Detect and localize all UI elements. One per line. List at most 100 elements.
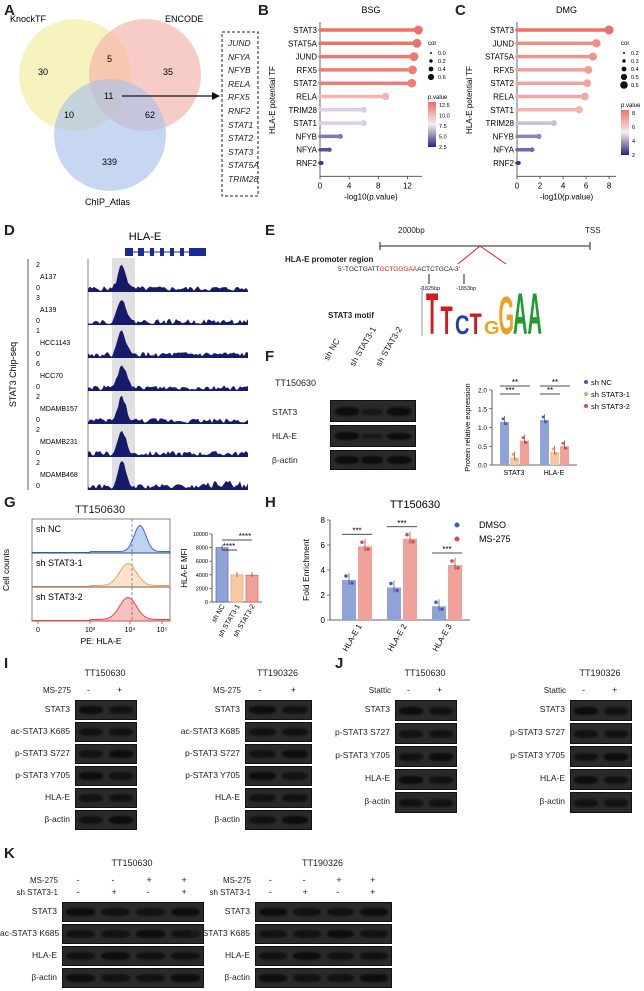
exon bbox=[125, 248, 133, 256]
lollipop-point bbox=[581, 92, 589, 101]
track-signal bbox=[88, 330, 248, 358]
blot-strip bbox=[255, 968, 392, 988]
venn-count-all: 11 bbox=[104, 91, 113, 101]
track-name: MDAMB231 bbox=[40, 439, 78, 446]
tick-label: 6 bbox=[321, 541, 326, 550]
histogram bbox=[31, 596, 171, 622]
tick-label: NFYB bbox=[296, 132, 317, 141]
blot-row-label: HLA-E bbox=[224, 950, 250, 960]
tick-label: STAT1 bbox=[293, 119, 317, 128]
binding-site: GCTGGGAA bbox=[379, 266, 418, 273]
tick-label: RNF2 bbox=[493, 159, 514, 168]
blot-row-label: β-actin bbox=[214, 814, 240, 824]
lane-sign: + bbox=[181, 875, 187, 885]
blot-treatment-label: MS-275 bbox=[212, 686, 241, 695]
bar bbox=[560, 446, 569, 465]
bar bbox=[403, 538, 417, 620]
legend-marker bbox=[622, 59, 626, 63]
legend-marker bbox=[620, 73, 628, 81]
lollipop-point bbox=[529, 147, 535, 153]
motif-letter: T bbox=[470, 308, 483, 341]
blot-row-label: β-actin bbox=[31, 972, 57, 982]
blot-row-label: STAT3 bbox=[224, 906, 250, 916]
bar bbox=[550, 451, 559, 465]
legend-label: DMSO bbox=[479, 520, 506, 530]
tick-label: HLA-E 2 bbox=[386, 622, 409, 652]
panel-label-i: I bbox=[4, 655, 9, 672]
band bbox=[109, 772, 133, 780]
motif-letter: G bbox=[499, 286, 515, 346]
band bbox=[429, 798, 453, 807]
data-point bbox=[434, 600, 438, 605]
lollipop-point bbox=[360, 119, 367, 127]
band bbox=[326, 974, 355, 982]
track-max: 2 bbox=[36, 427, 40, 434]
data-point bbox=[450, 559, 454, 563]
tick-label: 2 bbox=[321, 591, 326, 600]
f-cell-line: TT150630 bbox=[275, 378, 317, 388]
band bbox=[360, 974, 388, 982]
blot-strip bbox=[75, 766, 137, 786]
legend-marker bbox=[430, 52, 432, 54]
bar bbox=[230, 574, 244, 603]
data-point bbox=[440, 607, 444, 612]
legend-label: sh STAT3-2 bbox=[591, 402, 630, 411]
blot-row-label: p-STAT3 S727 bbox=[185, 748, 240, 758]
band bbox=[109, 794, 133, 802]
tf-item: TRIM28 bbox=[228, 173, 259, 184]
lane-sign: - bbox=[336, 887, 340, 897]
band bbox=[574, 706, 598, 715]
tick-label: 12 bbox=[403, 181, 412, 190]
panel-label-h: H bbox=[265, 494, 276, 511]
data-point bbox=[389, 581, 393, 586]
blot-row-label: p-STAT3 Y705 bbox=[15, 770, 70, 780]
band bbox=[259, 974, 287, 982]
tick-label: 2000 bbox=[196, 586, 208, 592]
legend-marker bbox=[620, 81, 628, 89]
tick-label: 6000 bbox=[196, 559, 208, 565]
lollipop-point bbox=[412, 38, 422, 48]
data-point bbox=[521, 436, 525, 440]
tick-label: NFYA bbox=[493, 146, 514, 155]
blot-row-label: β-actin bbox=[224, 972, 250, 982]
blot-strip bbox=[570, 746, 632, 767]
blot-treatment-label: MS-275 bbox=[29, 876, 58, 885]
blot-strip bbox=[570, 700, 632, 721]
tick-label: STAT1 bbox=[490, 106, 514, 115]
tss-label: TSS bbox=[585, 226, 601, 235]
band bbox=[136, 952, 165, 960]
g-cell-line: TT150630 bbox=[75, 504, 126, 516]
lollipop-point bbox=[575, 106, 583, 114]
tick-label: 10⁴ bbox=[125, 627, 136, 634]
band bbox=[109, 728, 133, 736]
legend-marker bbox=[427, 73, 435, 81]
band bbox=[292, 930, 321, 938]
lollipop-point bbox=[516, 160, 521, 166]
motif-letter: A bbox=[513, 284, 527, 346]
band bbox=[66, 908, 95, 916]
band bbox=[574, 729, 598, 738]
tick-label: 0 bbox=[36, 627, 40, 634]
blot-row-label: ac-STAT3 K685 bbox=[180, 726, 240, 736]
band bbox=[292, 952, 321, 960]
band bbox=[249, 772, 276, 780]
blot-strip bbox=[62, 968, 204, 988]
venn-label-knocktf: KnockTF bbox=[10, 14, 47, 24]
tick-label: STAT2 bbox=[490, 79, 514, 88]
blot-strip bbox=[75, 810, 137, 830]
tick-label: STAT3 bbox=[293, 26, 317, 35]
lane-sign: + bbox=[111, 887, 117, 897]
band bbox=[101, 952, 130, 960]
blot-strip bbox=[245, 788, 312, 808]
legend-label: 0.0 bbox=[438, 51, 446, 57]
tick-label: 4 bbox=[347, 181, 352, 190]
band bbox=[429, 752, 453, 761]
tick-label: RELA bbox=[493, 93, 515, 102]
data-point bbox=[344, 574, 348, 578]
lollipop-point bbox=[604, 25, 614, 35]
sig-label: **** bbox=[223, 542, 235, 551]
band bbox=[109, 816, 133, 824]
track-max: 3 bbox=[36, 295, 40, 302]
scale-label: 2000bp bbox=[398, 226, 425, 235]
bar bbox=[358, 546, 372, 620]
